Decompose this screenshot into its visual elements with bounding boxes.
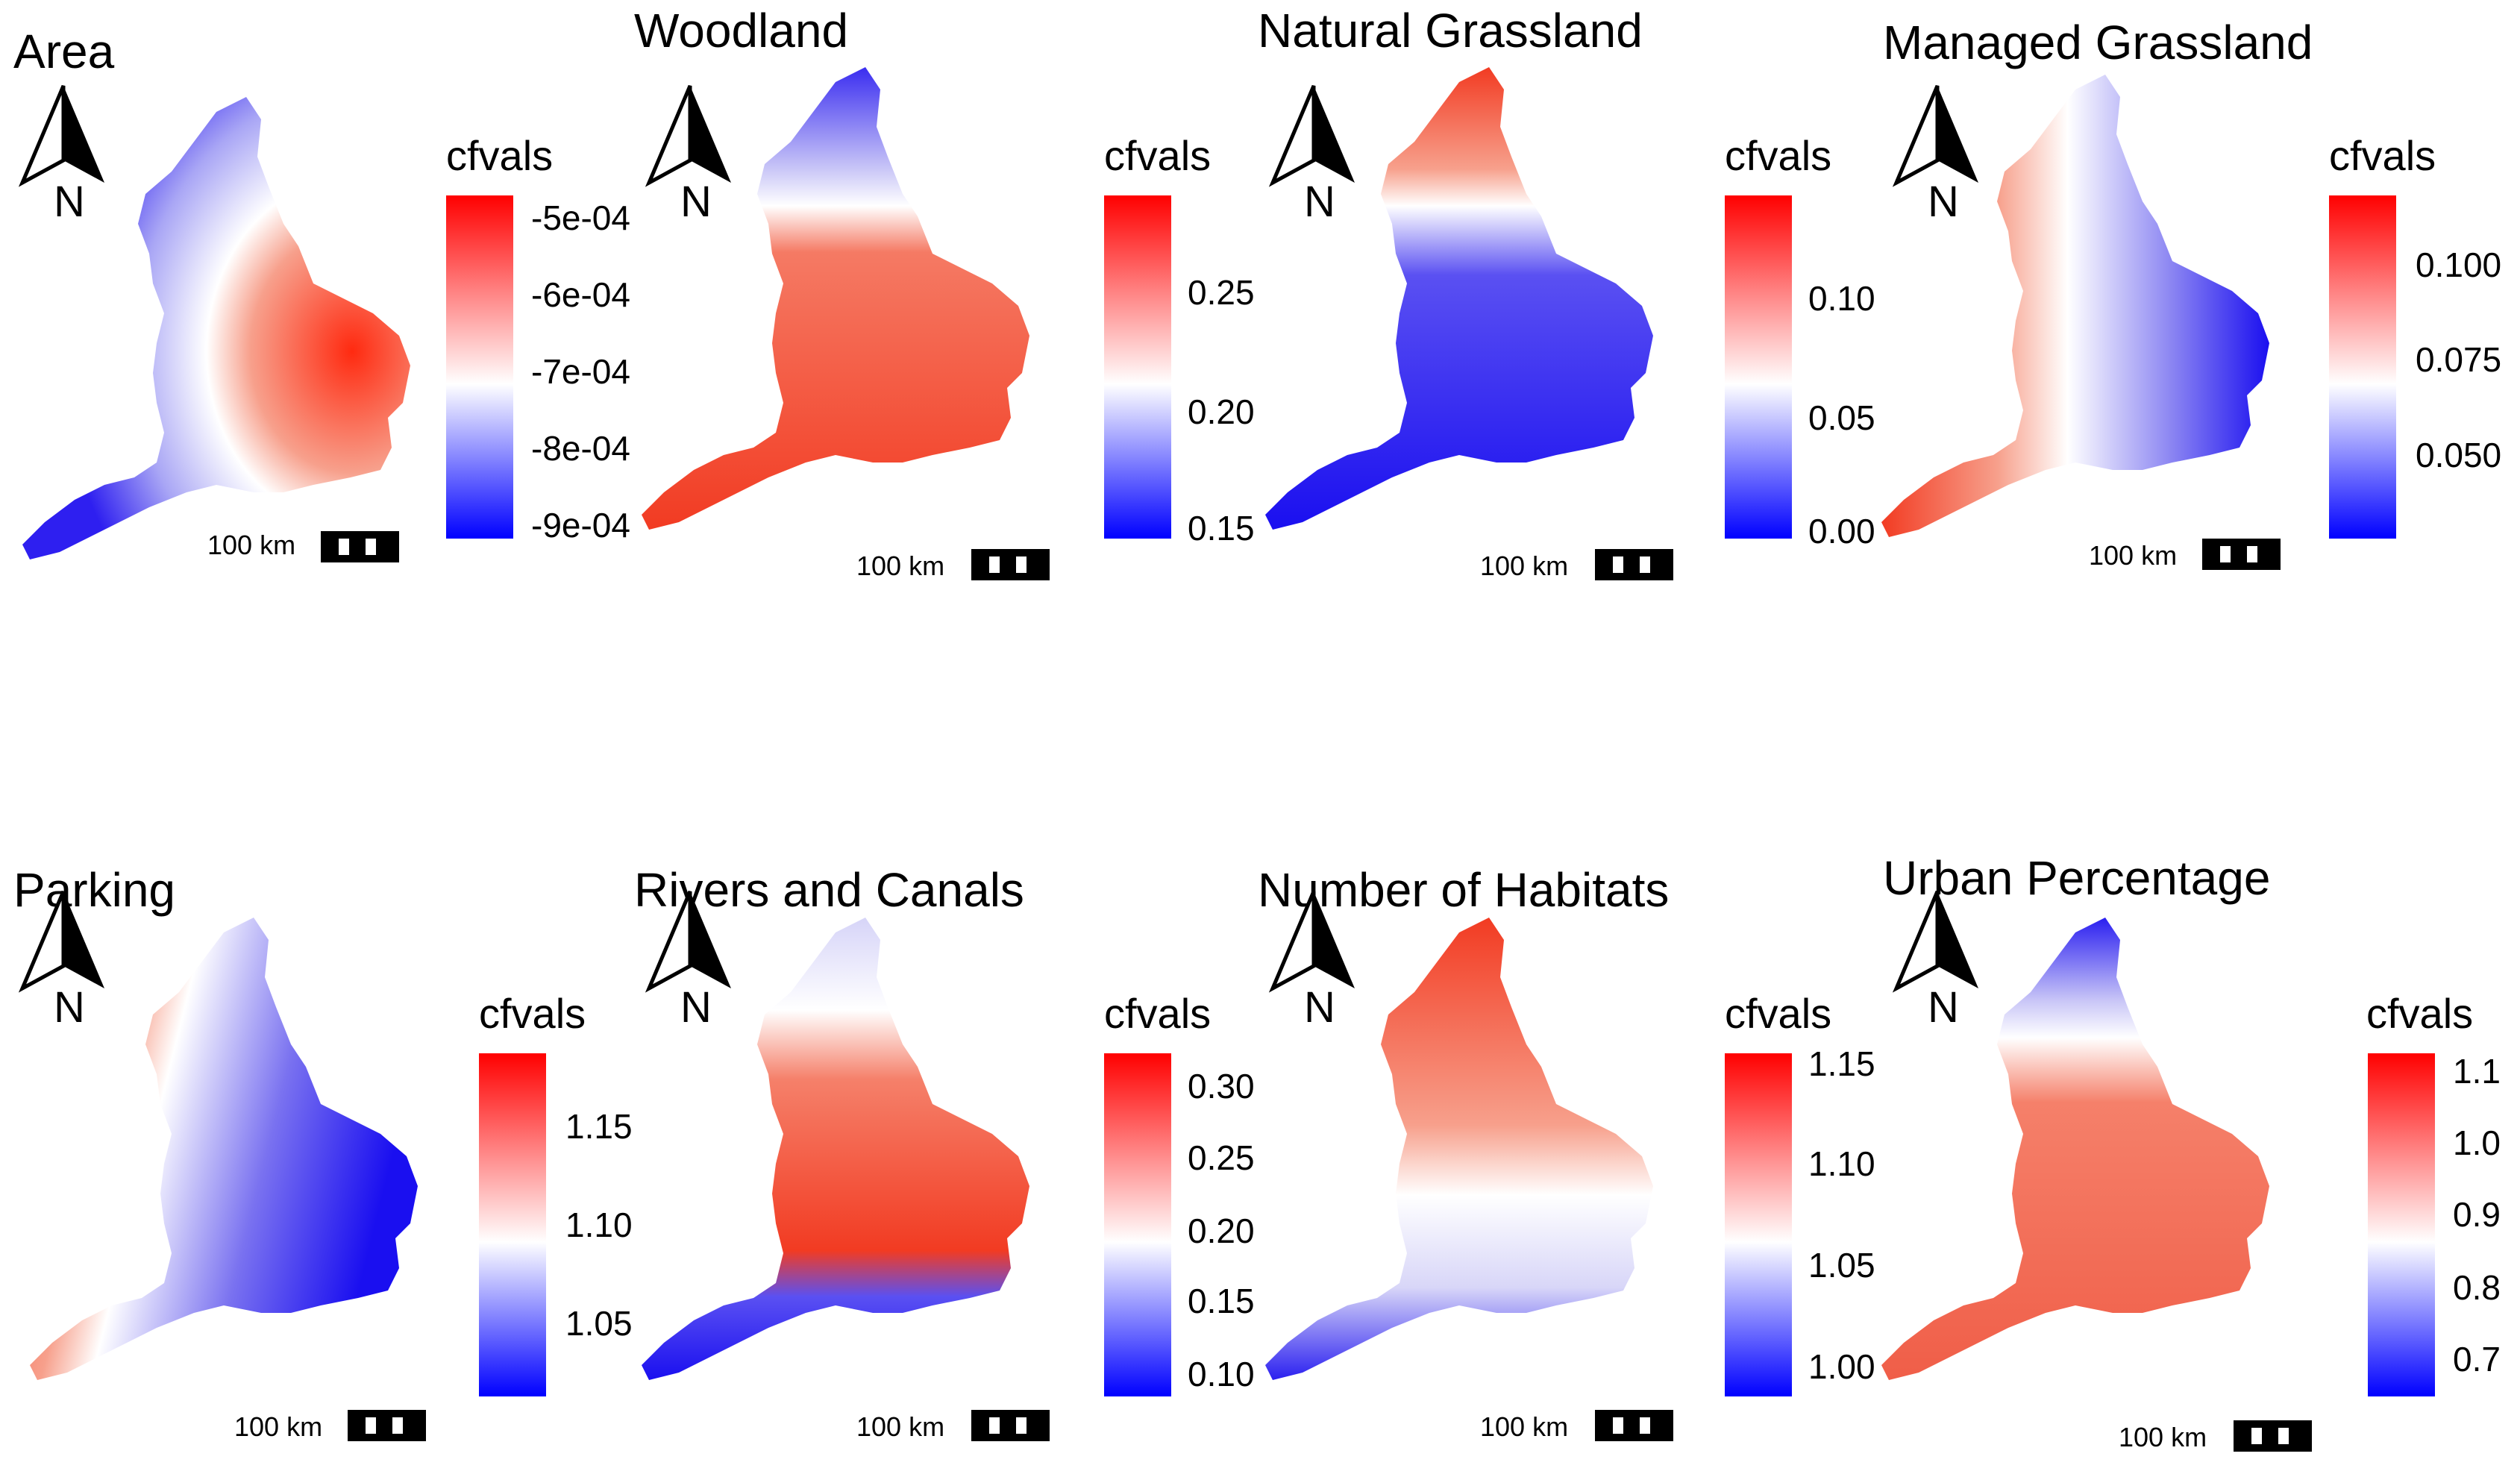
panel-area: Area N cfvals -5e-04 -6e-04 -7e-04 -8e-0… [0,0,630,671]
legend-title: cfvals [2329,132,2436,179]
scale-label: 100 km [1480,551,1569,581]
legend-title: cfvals [1104,132,1212,179]
legend-title: cfvals [446,132,554,179]
panel-title: Woodland [634,4,849,57]
colorbar [1725,1053,1792,1396]
north-arrow-icon: N [1892,85,1978,224]
legend-tick: 0.20 [1188,1211,1255,1250]
scale-bar [2202,539,2281,570]
scale-bar [321,531,399,562]
legend-tick: 0.9 [2453,1195,2501,1234]
panel-managed-grassland: Managed Grassland N cfvals 0.100 0.075 0… [1874,0,2501,671]
legend-title: cfvals [1725,990,1832,1037]
north-label: N [1304,178,1335,224]
colorbar [2368,1053,2435,1396]
panel-title: Parking [13,863,175,917]
panel-natural-grassland: Natural Grassland N cfvals 0.10 0.05 0.0… [1250,0,1875,671]
colorbar [1104,195,1171,539]
legend-title: cfvals [479,990,586,1037]
north-arrow-icon: N [645,891,731,1029]
panel-title: Rivers and Canals [634,863,1024,917]
legend-tick: 1.05 [565,1304,633,1343]
legend-tick: 0.7 [2453,1340,2501,1379]
scale-label: 100 km [207,530,296,560]
legend-tick: 0.100 [2416,245,2502,284]
colorbar [446,195,513,539]
legend-tick: 0.25 [1188,273,1255,312]
colorbar [1104,1053,1171,1396]
legend-title: cfvals [1725,132,1832,179]
legend-tick: 1.10 [565,1205,633,1244]
legend-tick: 0.10 [1808,279,1875,318]
legend-tick: -7e-04 [531,352,630,391]
panel-rivers-and-canals: Rivers and Canals N cfvals 0.30 0.25 0.2… [627,806,1255,1477]
legend-tick: 0.15 [1188,509,1255,548]
legend-tick: 0.15 [1188,1282,1255,1320]
north-label: N [1928,983,1959,1029]
legend-tick: 0.25 [1188,1138,1255,1177]
legend-tick: 0.8 [2453,1268,2501,1307]
colorbar [2329,195,2396,539]
scale-bar [1595,1410,1673,1441]
scale-label: 100 km [2119,1422,2207,1452]
scale-label: 100 km [856,551,945,581]
legend-tick: -6e-04 [531,275,630,314]
legend-tick: 1.10 [1808,1144,1875,1183]
north-label: N [1304,983,1335,1029]
north-label: N [54,178,85,224]
scale-label: 100 km [234,1411,323,1442]
legend-tick: 1.1 [2453,1052,2501,1091]
panel-title: Area [13,25,115,78]
panel-number-of-habitats: Number of Habitats N cfvals 1.15 1.10 1.… [1250,806,1875,1477]
scale-label: 100 km [2089,540,2178,571]
colorbar [1725,195,1792,539]
scale-bar [971,549,1050,580]
scale-bar [971,1410,1050,1441]
north-arrow-icon: N [645,85,731,224]
panel-title: Natural Grassland [1258,4,1643,57]
north-arrow-icon: N [18,85,104,224]
legend-title: cfvals [1104,990,1212,1037]
panel-title: Urban Percentage [1883,851,2271,905]
north-label: N [1928,178,1959,224]
legend-tick: -9e-04 [531,506,630,545]
legend-tick: -8e-04 [531,429,630,468]
panel-urban-percentage: Urban Percentage N cfvals 1.1 1.0 0.9 0.… [1874,806,2501,1477]
legend-tick: 1.0 [2453,1123,2501,1162]
legend-tick: 0.10 [1188,1355,1255,1393]
legend-tick: 1.15 [565,1107,633,1146]
legend-title: cfvals [2366,990,2474,1037]
legend-tick: 0.075 [2416,340,2502,379]
legend-tick: 1.05 [1808,1246,1875,1285]
legend-tick: -5e-04 [531,198,630,237]
legend-tick: 0.050 [2416,436,2502,474]
panel-parking: Parking N cfvals 1.15 1.10 1.05 100 km [0,806,633,1477]
legend-tick: 0.00 [1808,512,1875,551]
north-arrow-icon: N [1892,891,1978,1029]
legend-tick: 1.00 [1808,1347,1875,1386]
scale-bar [2234,1420,2312,1452]
scale-label: 100 km [1480,1411,1569,1442]
north-label: N [680,178,712,224]
panel-title: Number of Habitats [1258,863,1670,917]
colorbar [479,1053,546,1396]
north-arrow-icon: N [18,891,104,1029]
north-label: N [680,983,712,1029]
north-label: N [54,983,85,1029]
scale-bar [1595,549,1673,580]
legend-tick: 0.05 [1808,398,1875,437]
panel-title: Managed Grassland [1883,16,2313,69]
scale-bar [348,1410,426,1441]
panel-woodland: Woodland N cfvals 0.25 0.20 0.15 100 km [627,0,1255,671]
north-arrow-icon: N [1268,85,1355,224]
north-arrow-icon: N [1268,891,1355,1029]
legend-tick: 1.15 [1808,1044,1875,1083]
legend-tick: 0.30 [1188,1067,1255,1106]
scale-label: 100 km [856,1411,945,1442]
legend-tick: 0.20 [1188,392,1255,431]
